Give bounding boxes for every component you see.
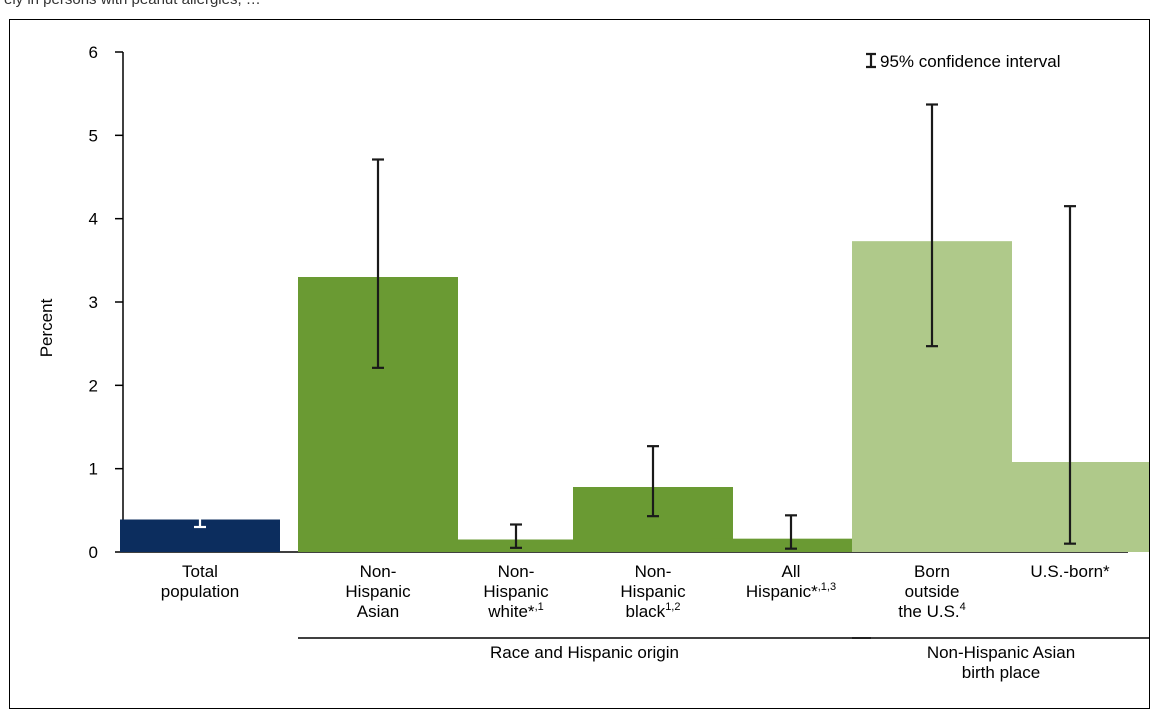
category-label-line: Born [914,562,950,581]
category-label-line: Hispanic [345,582,411,601]
category-label-line: Hispanic*,1,3 [746,581,836,601]
y-tick-label: 2 [89,376,98,395]
category-label-line: Non- [360,562,397,581]
category-label-line: population [161,582,239,601]
y-tick-label: 5 [89,126,98,145]
y-tick-label: 6 [89,43,98,62]
group-label: Race and Hispanic origin [490,643,679,662]
y-tick-label: 0 [89,543,98,562]
category-label-line: All [782,562,801,581]
group-label: Non-Hispanic Asian [927,643,1075,662]
category-label-line: Asian [357,602,400,621]
y-tick-label: 1 [89,460,98,479]
error-bar-icon [866,52,876,69]
caption-fragment: ely in persons with peanut allergies, … [4,0,261,8]
category-label-line: outside [905,582,960,601]
category-label-line: Hispanic [483,582,549,601]
category-label-line: white*,1 [487,601,544,621]
category-label-line: the U.S.4 [898,601,966,621]
y-axis-label: Percent [37,298,56,357]
legend-label: 95% confidence interval [880,52,1061,71]
bars [120,103,1149,552]
category-label-line: black1,2 [626,601,681,621]
category-labels: TotalpopulationNon-HispanicAsianNon-Hisp… [161,562,1149,682]
y-tick-label: 3 [89,293,98,312]
category-label-line: U.S.-born* [1030,562,1110,581]
category-label-line: Total [182,562,218,581]
y-tick-label: 4 [89,210,98,229]
category-label-line: Non- [635,562,672,581]
category-label-line: Hispanic [620,582,686,601]
category-label-line: Non- [498,562,535,581]
legend: 95% confidence interval [866,52,1061,71]
group-label: birth place [962,663,1040,682]
